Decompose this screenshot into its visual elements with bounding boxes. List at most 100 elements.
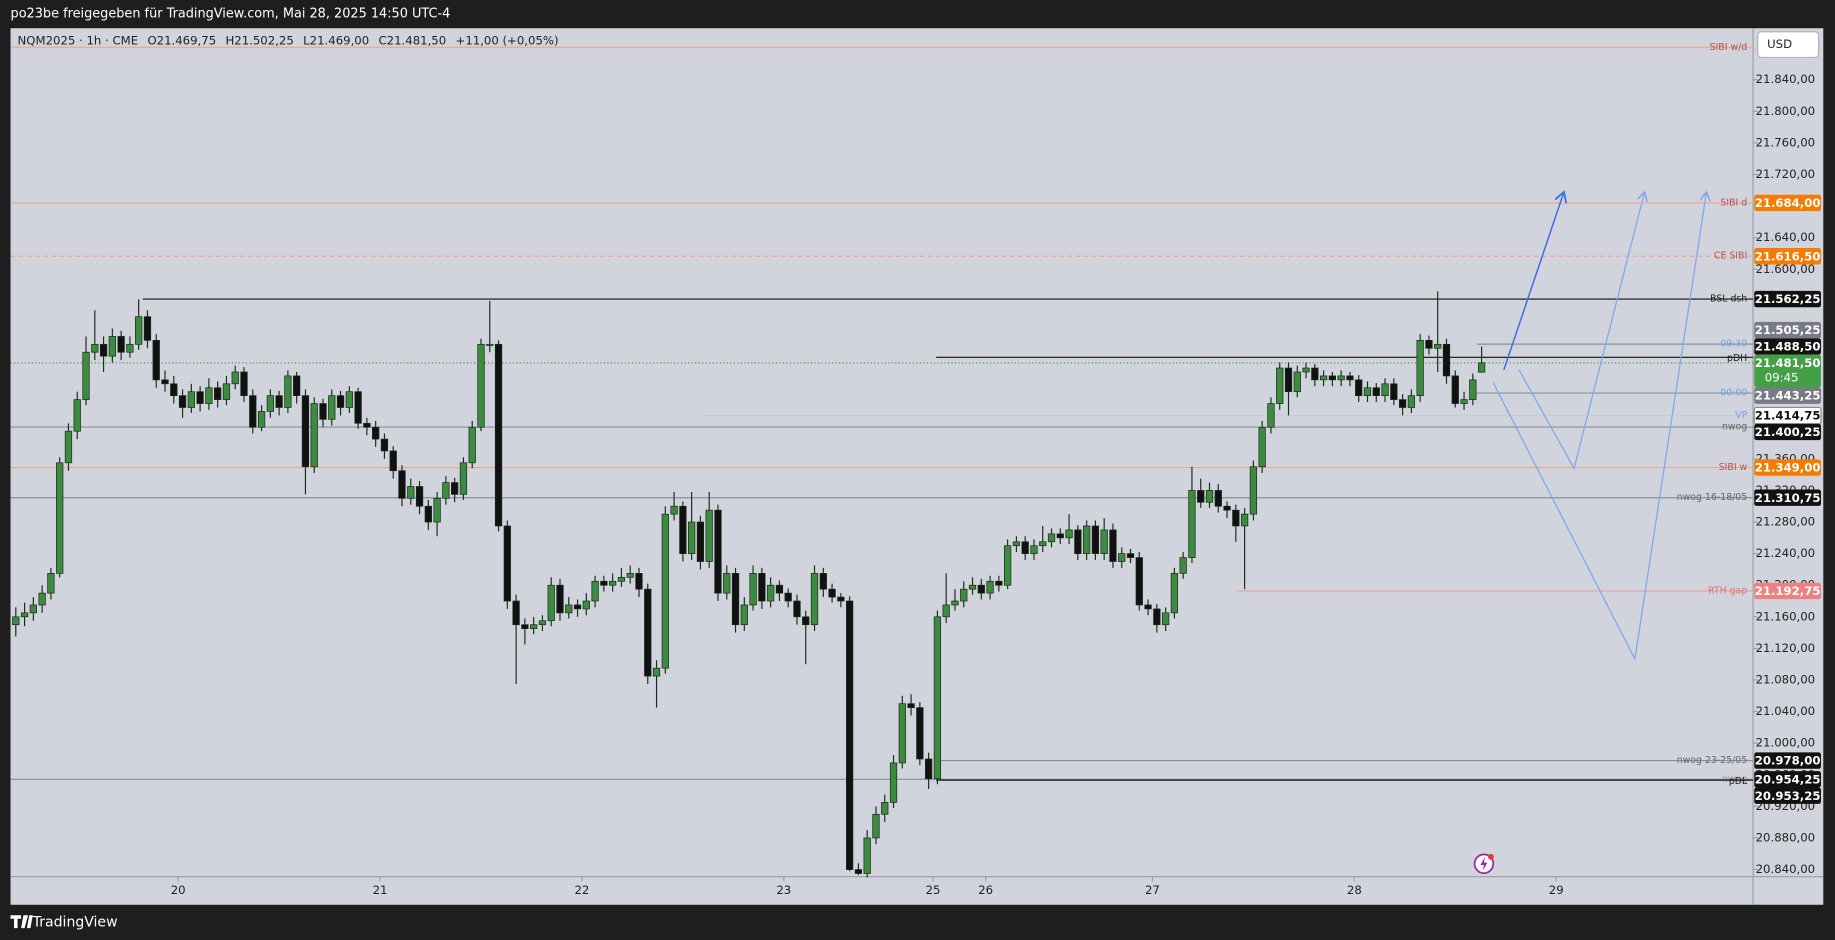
plot-background	[10, 28, 1824, 905]
candle-body	[565, 604, 573, 614]
countdown: 09:45	[1765, 371, 1799, 385]
candle-body	[196, 391, 204, 404]
candle-body	[1346, 375, 1354, 381]
y-tick-label: 21.840,00	[1756, 72, 1815, 86]
candle-body	[214, 387, 222, 400]
y-tick-label: 21.800,00	[1756, 104, 1815, 118]
price-tag-label: 21.349,00	[1755, 461, 1821, 475]
price-tag-label: 21.310,75	[1755, 491, 1821, 505]
candle-body	[1205, 490, 1214, 503]
price-tag-label: 21.414,75	[1755, 409, 1821, 423]
brand: TradingView	[32, 914, 118, 930]
price-tag	[1754, 582, 1821, 600]
y-tick-label: 21.240,00	[1756, 546, 1815, 560]
candle-body	[652, 667, 661, 677]
candle-body	[749, 573, 757, 606]
price-tag	[1754, 194, 1821, 212]
alert-dot	[1488, 853, 1494, 860]
candle-body	[1460, 399, 1468, 404]
candle-body	[1451, 375, 1459, 404]
candle-body	[1276, 367, 1284, 404]
candle-body	[1082, 525, 1091, 554]
candle-body	[12, 616, 20, 626]
currency-button[interactable]	[1757, 31, 1820, 59]
candle-body	[20, 612, 29, 618]
x-tick-label: 23	[776, 883, 791, 897]
candle-body	[1477, 362, 1486, 373]
candle-body	[863, 837, 871, 874]
candle-body	[1398, 399, 1407, 408]
candle-body	[1337, 375, 1345, 381]
x-tick-label: 29	[1549, 883, 1564, 897]
legend-text: O21.469,75	[147, 34, 216, 48]
candle-body	[1161, 612, 1170, 626]
candle-body	[1197, 490, 1205, 503]
candle-body	[1363, 387, 1372, 397]
candle-body	[363, 422, 371, 428]
candle-body	[1240, 513, 1249, 527]
candle-body	[1065, 529, 1073, 539]
candle-body	[161, 379, 169, 385]
candle-body	[942, 604, 950, 618]
candle-body	[442, 482, 450, 499]
candle-body	[38, 592, 46, 606]
candle-body	[661, 513, 669, 669]
candle-body	[64, 430, 73, 464]
levels: SIBI w/d SIBI d CE SIBI BSL dsh 09:30 pDH 00:0…	[10, 42, 1754, 787]
candle-body	[345, 391, 353, 408]
candle-body	[1047, 533, 1056, 543]
candle-body	[688, 521, 696, 554]
y-tick-label: 21.760,00	[1756, 135, 1815, 149]
candle-body	[1302, 367, 1310, 373]
candle-body	[679, 505, 687, 554]
candle-body	[398, 470, 406, 499]
candle-body	[837, 596, 845, 602]
price-tag-label: 21.562,25	[1755, 292, 1821, 306]
candle-body	[468, 426, 476, 464]
candle-body	[1188, 490, 1196, 558]
candle-body	[968, 584, 977, 590]
price-tag-label: 21.443,25	[1755, 389, 1821, 403]
price-tag	[1754, 321, 1821, 339]
candle-body	[459, 462, 468, 495]
candle-body	[1091, 525, 1100, 554]
candle-body	[1039, 541, 1047, 547]
candle-body	[301, 395, 310, 468]
candle-body	[1004, 545, 1012, 586]
candle-body	[530, 624, 538, 630]
candle-body	[1434, 343, 1442, 349]
candle-body	[433, 497, 441, 523]
level-label: SIBI w/d	[1710, 42, 1748, 53]
candle-body	[1030, 545, 1038, 554]
candle-body	[1214, 490, 1222, 507]
price-tag	[1754, 423, 1821, 441]
candle-body	[512, 600, 520, 626]
candle-body	[714, 509, 722, 594]
price-tag	[1754, 771, 1821, 788]
candle-body	[380, 438, 389, 452]
candle-body	[310, 403, 318, 468]
candle-body	[187, 391, 195, 408]
candle-body	[1126, 553, 1135, 558]
x-tick-label: 26	[978, 883, 993, 897]
price-tag	[1754, 248, 1821, 265]
y-tick-label: 20.840,00	[1756, 862, 1815, 876]
level-label: 00:00	[1720, 388, 1747, 399]
level-label: pDL	[1729, 776, 1748, 787]
candle-body	[266, 395, 274, 412]
symbol-legend: NQM2025 · 1h · CME O21.469,75 H21.502,25 L2…	[18, 34, 559, 48]
price-tag	[1754, 459, 1821, 476]
candle-body	[933, 616, 942, 780]
y-tick-label: 20.880,00	[1756, 830, 1815, 844]
candle-body	[1328, 375, 1337, 381]
candle-body	[143, 316, 152, 341]
candle-body	[1381, 383, 1389, 397]
price-tag-label: 21.505,25	[1755, 323, 1821, 337]
candle-body	[451, 482, 459, 495]
candle-body	[547, 584, 555, 622]
candle-body	[99, 343, 108, 357]
y-tick-label: 21.000,00	[1756, 736, 1815, 750]
candle-body	[810, 573, 819, 626]
projection-arrow	[1503, 193, 1564, 371]
level-label: RTH gap	[1708, 585, 1747, 596]
